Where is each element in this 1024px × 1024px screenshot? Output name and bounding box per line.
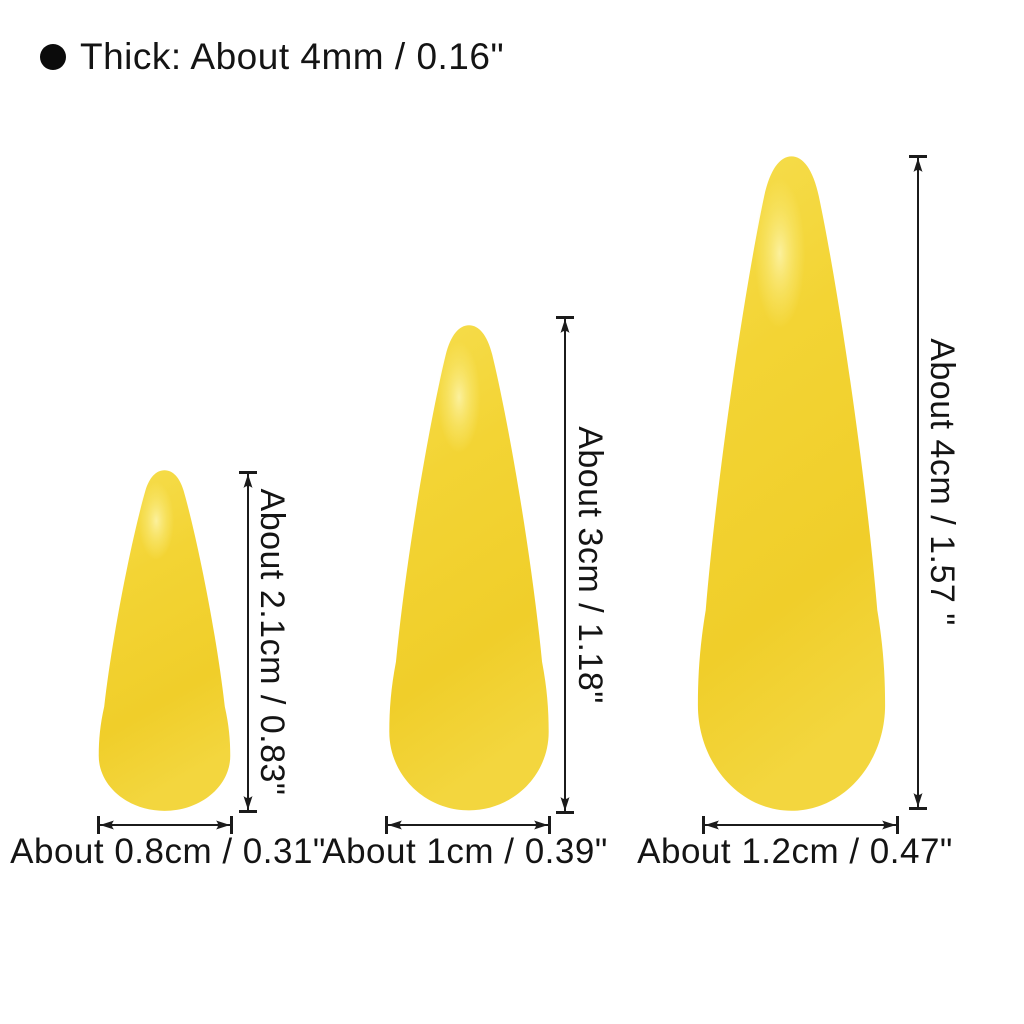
height-dimension-line-large [909, 155, 927, 810]
width-dimension-line-small [97, 816, 233, 834]
height-label-large: About 4cm / 1.57 " [923, 338, 961, 626]
teardrop-large [697, 156, 886, 811]
bullet-icon [40, 44, 66, 70]
width-label-small: About 0.8cm / 0.31" [10, 832, 326, 871]
height-dimension-line-small [239, 471, 257, 813]
height-dimension-line-medium [556, 316, 574, 814]
height-label-medium: About 3cm / 1.18" [571, 426, 609, 704]
page-title: Thick: About 4mm / 0.16" [80, 36, 505, 77]
width-label-medium: About 1cm / 0.39" [322, 832, 608, 871]
teardrop-small [98, 470, 231, 811]
teardrop-medium [389, 325, 549, 811]
width-dimension-line-large [702, 816, 899, 834]
width-label-large: About 1.2cm / 0.47" [637, 832, 953, 871]
width-dimension-line-medium [385, 816, 551, 834]
height-label-small: About 2.1cm / 0.83" [253, 488, 291, 796]
title-row: Thick: About 4mm / 0.16" [40, 36, 504, 78]
